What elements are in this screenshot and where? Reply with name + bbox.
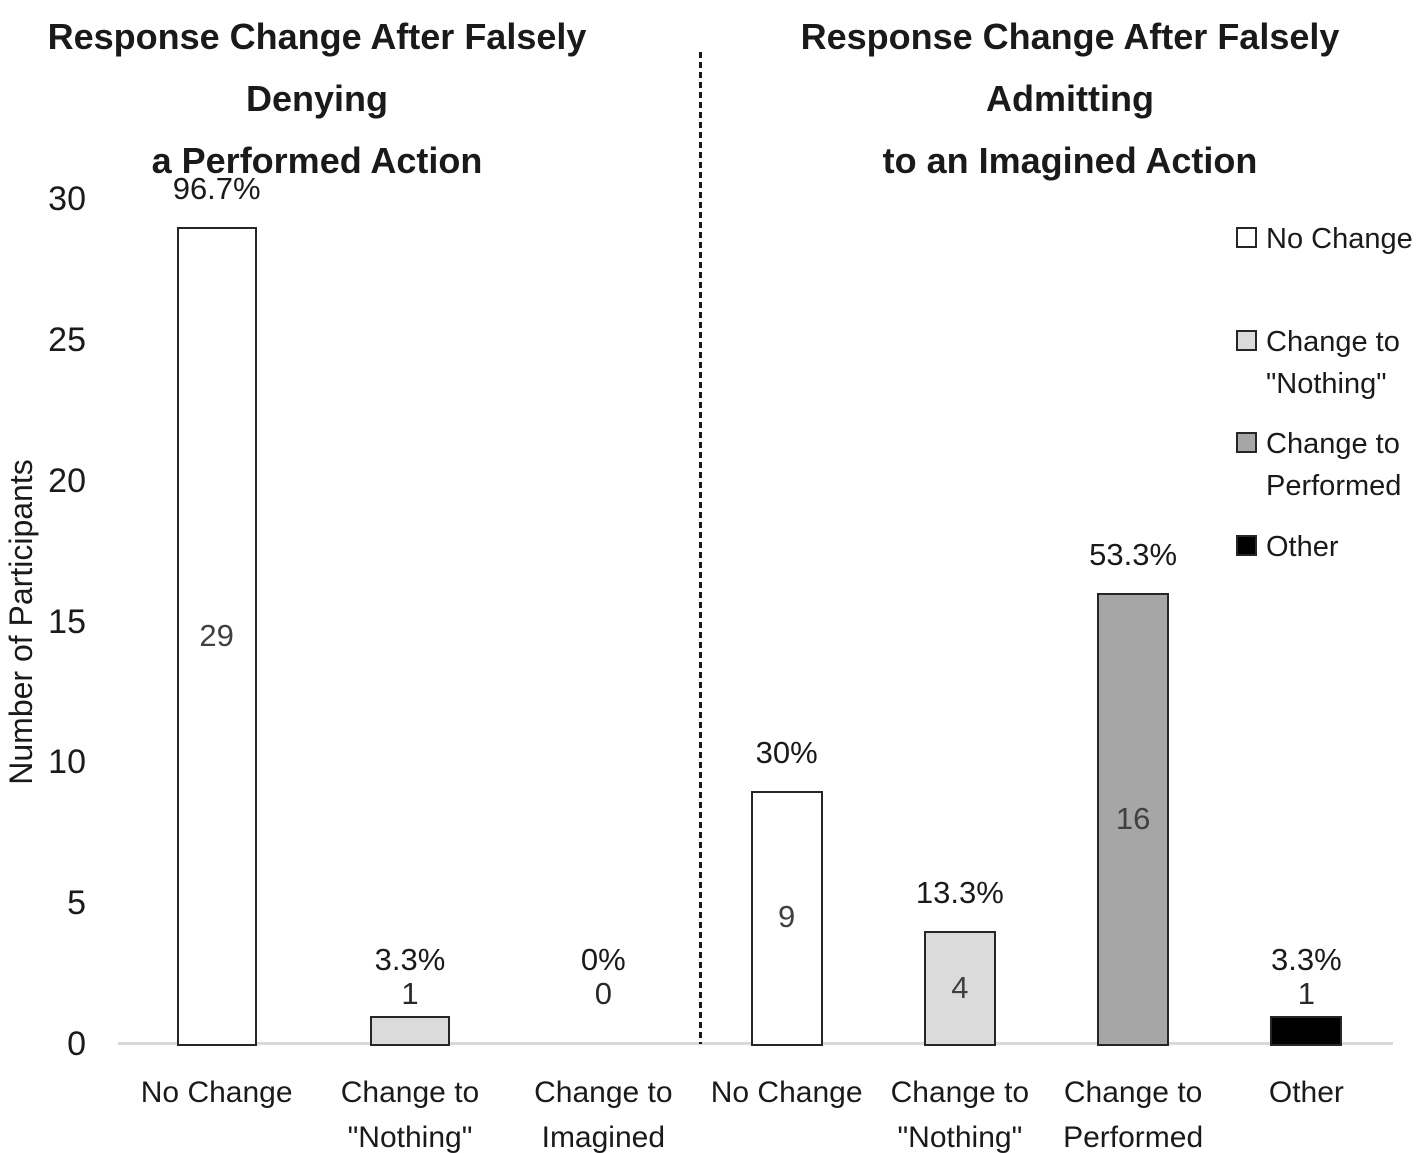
count-label-left-change-to-imagined: 0 [594, 975, 612, 1011]
count-label-right-no-change: 9 [778, 899, 796, 935]
panel-divider-dashed-line [699, 52, 702, 1044]
count-label-left-no-change: 29 [199, 617, 234, 653]
bar-right-change-to-nothing [923, 931, 996, 1046]
count-label-left-change-to-nothing: 1 [401, 975, 419, 1011]
count-label-right-change-to-nothing: 4 [951, 969, 969, 1005]
percent-label-left-change-to-imagined: 0% [580, 941, 626, 977]
y-tick-label-20: 20 [48, 461, 86, 500]
bar-right-no-change [750, 790, 823, 1046]
percent-label-right-other: 3.3% [1271, 941, 1342, 977]
category-label-right-other: Other [1268, 1076, 1344, 1109]
y-tick-label-0: 0 [67, 1025, 86, 1063]
legend-label-other: Other [1266, 531, 1339, 563]
right-panel-title: Response Change After Falsely Admitting … [800, 16, 1340, 181]
legend-label-no-change: No Change [1266, 223, 1413, 255]
bar-left-change-to-nothing [370, 1015, 450, 1046]
legend-swatch-change-to-nothing [1236, 330, 1257, 351]
category-label-left-change-to-imagined: Change to Imagined [534, 1076, 673, 1153]
category-label-right-change-to-nothing: Change to "Nothing" [890, 1076, 1030, 1153]
y-tick-label-30: 30 [48, 180, 86, 218]
category-label-left-change-to-nothing: Change to "Nothing" [340, 1076, 480, 1153]
percent-label-right-no-change: 30% [755, 734, 818, 770]
percent-label-right-change-to-performed: 53.3% [1089, 537, 1178, 573]
percent-label-right-change-to-nothing: 13.3% [915, 875, 1004, 911]
bar-right-other [1270, 1015, 1343, 1046]
count-label-right-change-to-performed: 16 [1115, 800, 1151, 836]
legend-swatch-change-to-performed [1236, 432, 1257, 453]
count-label-right-other: 1 [1297, 975, 1315, 1011]
legend-swatch-other [1236, 535, 1257, 556]
y-tick-label-10: 10 [48, 743, 86, 782]
bar-right-change-to-performed [1097, 593, 1170, 1046]
category-label-right-change-to-performed: Change to Performed [1063, 1076, 1204, 1153]
legend-label-change-to-nothing: Change to "Nothing" [1266, 326, 1400, 400]
left-panel-title: Response Change After Falsely Denying a … [47, 16, 587, 181]
y-tick-label-15: 15 [48, 602, 86, 641]
y-tick-label-25: 25 [48, 320, 86, 359]
bar-left-no-change [176, 227, 257, 1046]
legend-label-change-to-performed: Change to Performed [1266, 428, 1402, 502]
category-label-right-no-change: No Change [710, 1076, 863, 1109]
category-label-left-no-change: No Change [140, 1076, 293, 1109]
y-tick-label-5: 5 [67, 884, 86, 923]
percent-label-left-no-change: 96.7% [172, 171, 261, 207]
percent-label-left-change-to-nothing: 3.3% [374, 941, 446, 977]
legend-swatch-no-change [1236, 227, 1257, 248]
